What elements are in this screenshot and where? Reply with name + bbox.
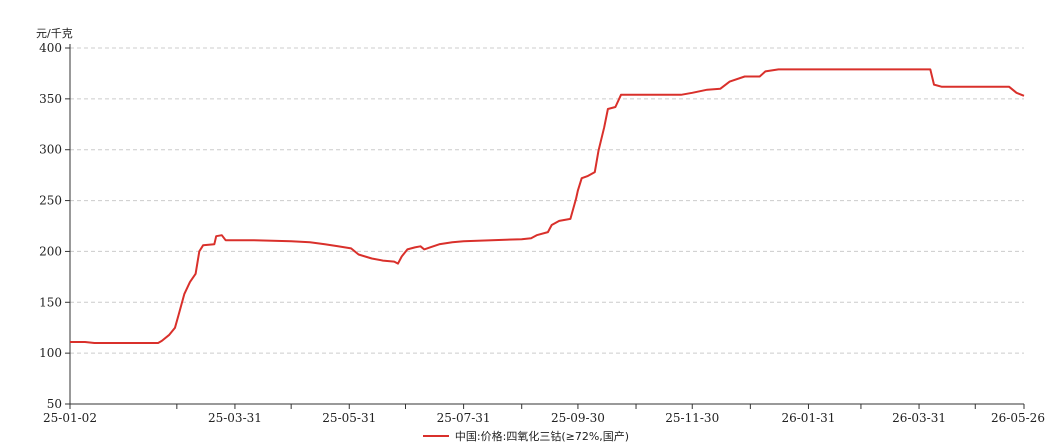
x-tick-label: 25-07-31 <box>437 411 491 425</box>
x-tick-label: 26-05-26 <box>991 411 1045 425</box>
x-tick-label: 25-03-31 <box>208 411 262 425</box>
y-axis-unit-label: 元/千克 <box>36 27 73 40</box>
x-tick-label: 25-01-02 <box>43 411 97 425</box>
y-tick-label: 300 <box>39 143 62 157</box>
grid-lines <box>70 47 1024 354</box>
x-tick-label: 26-01-31 <box>781 411 835 425</box>
x-tick-label: 25-11-30 <box>665 411 719 425</box>
y-tick-label: 400 <box>39 41 62 55</box>
legend-swatch <box>422 435 449 437</box>
x-tick-label: 26-03-31 <box>892 411 946 425</box>
series-line <box>70 68 1025 344</box>
series-layer <box>70 68 1025 344</box>
x-tick-label: 25-05-31 <box>322 411 376 425</box>
y-axis: 50 100 150 200 250 300 350 400 <box>39 41 71 411</box>
y-tick-label: 200 <box>39 244 62 258</box>
y-tick-label: 100 <box>39 346 62 360</box>
legend-label: 中国:价格:四氧化三钴(≥72%,国产) <box>454 430 630 443</box>
x-axis: 25-01-02 25-03-31 25-05-31 25-07-31 25-09-30… <box>43 403 1045 425</box>
x-tick-label: 25-09-30 <box>551 411 605 425</box>
y-tick-label: 150 <box>39 295 62 309</box>
y-tick-label: 250 <box>39 194 62 208</box>
y-tick-label: 350 <box>39 92 62 106</box>
y-tick-label: 50 <box>47 397 62 411</box>
legend: 中国:价格:四氧化三钴(≥72%,国产) <box>0 428 1052 444</box>
